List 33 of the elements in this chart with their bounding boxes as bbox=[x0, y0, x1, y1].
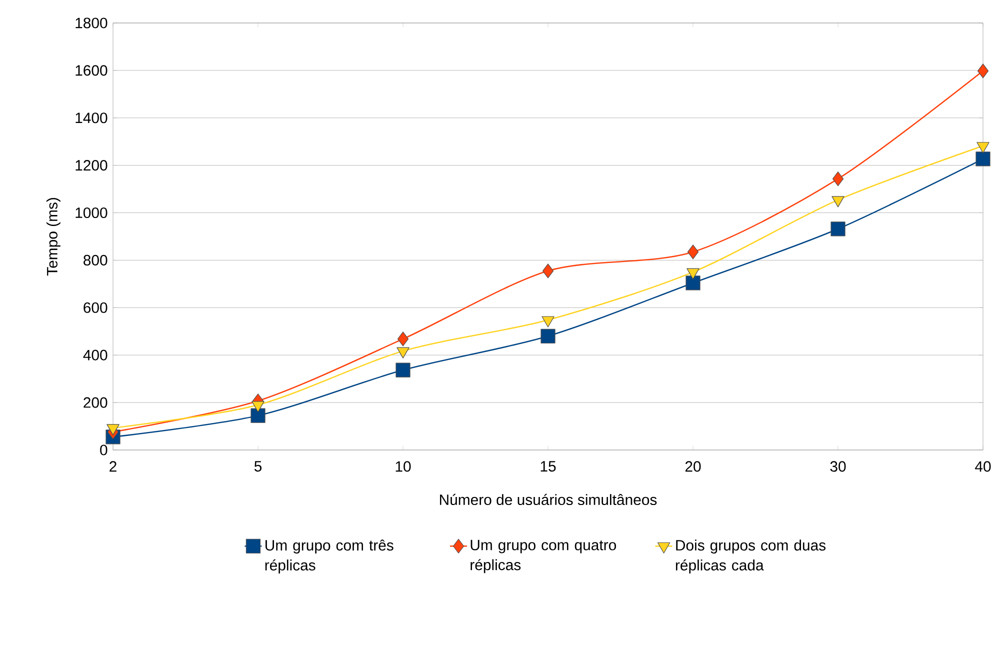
point bbox=[686, 276, 700, 290]
legend-label: Um grupo com quatro réplicas bbox=[470, 540, 616, 574]
x-tick-label: 20 bbox=[685, 461, 701, 472]
x-tick-label: 30 bbox=[830, 461, 846, 472]
x-tick-label: 15 bbox=[540, 461, 556, 472]
x-tick-label: 5 bbox=[254, 461, 262, 472]
point bbox=[976, 152, 990, 166]
point bbox=[977, 64, 989, 78]
y-tick-label: 1600 bbox=[76, 65, 108, 76]
y-tick-label: 800 bbox=[84, 254, 108, 266]
y-tick-label: 1200 bbox=[76, 160, 108, 171]
y-tick-label: 600 bbox=[84, 302, 108, 313]
y-tick-label: 400 bbox=[83, 350, 108, 360]
point bbox=[396, 362, 410, 378]
x-tick-label: 10 bbox=[396, 461, 411, 472]
y-tick-label: 0 bbox=[100, 444, 108, 456]
point bbox=[542, 264, 554, 278]
y-axis-title: Tempo (ms) bbox=[46, 198, 60, 276]
y-tick-label: 1000 bbox=[76, 207, 108, 218]
point bbox=[250, 408, 266, 423]
legend-label: Dois grupos com duas réplicas cada bbox=[676, 540, 826, 574]
y-tick-label: 1400 bbox=[76, 112, 108, 124]
x-tick-label: 2 bbox=[110, 461, 116, 472]
y-tick-label: 200 bbox=[84, 397, 108, 408]
point bbox=[830, 222, 846, 236]
x-axis-title: Número de usuários simultâneos bbox=[440, 494, 657, 506]
point bbox=[397, 332, 409, 346]
x-tick-label: 40 bbox=[975, 461, 991, 472]
legend-label: Um grupo com três réplicas bbox=[265, 540, 394, 574]
point bbox=[687, 244, 699, 260]
point bbox=[832, 172, 844, 186]
point bbox=[540, 328, 556, 344]
y-tick-label: 1800 bbox=[76, 18, 108, 28]
